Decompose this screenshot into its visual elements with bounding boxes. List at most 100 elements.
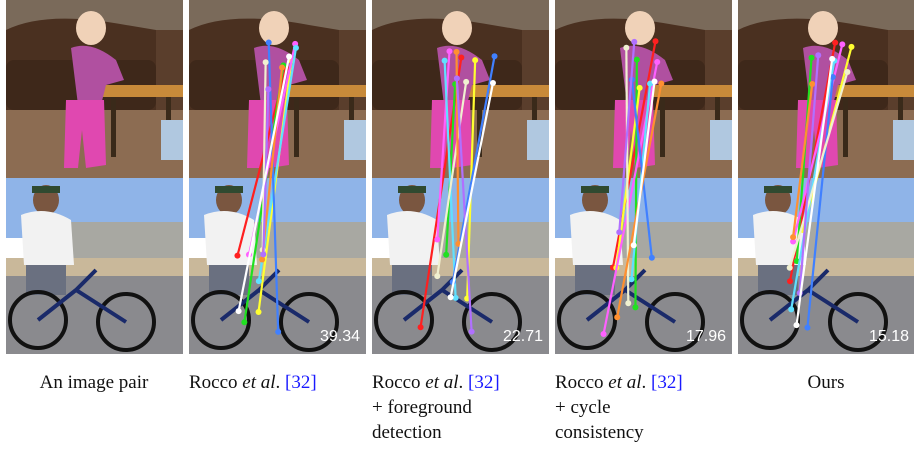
image-pair [372,0,549,354]
keypoint [651,78,658,85]
keypoint [832,39,839,46]
caption-author: Rocco [189,372,238,393]
score: 17.96 [685,328,726,345]
keypoint [808,54,815,61]
caption-line: + cycle [555,397,611,418]
caption-line: + foreground [372,397,472,418]
photo [372,0,549,354]
keypoint [275,328,282,335]
photo [6,0,183,354]
correspondence [630,79,653,258]
caption-author: Rocco [555,372,604,393]
correspondence [795,57,813,262]
caption: Rocco et al. [32] [189,370,317,395]
correspondence [436,81,468,277]
keypoint [786,264,793,271]
keypoint [633,56,640,63]
correspondence [449,82,495,298]
keypoint [631,38,638,45]
caption-line: Rocco et al. [32] [189,370,317,395]
keypoint [472,57,479,64]
keypoint [434,273,441,280]
citation: [32] [285,372,317,393]
caption-etal: et al [608,372,642,393]
keypoint [452,294,459,301]
keypoint [815,52,822,59]
keypoint [623,44,630,51]
keypoint [630,242,637,249]
keypoint [829,73,836,80]
keypoint [839,41,846,48]
caption: An image pair [40,370,149,395]
keypoint [489,80,496,87]
keypoint [809,81,816,88]
caption-etal: et al [425,372,459,393]
keypoint [636,84,643,91]
keypoint [829,55,836,62]
caption-author: Rocco [372,372,421,393]
caption: Ours [808,370,845,395]
caption-line: detection [372,422,442,443]
keypoint [453,48,460,55]
correspondence [795,58,834,326]
keypoint [790,234,797,241]
keypoint [658,80,665,87]
keypoint [632,304,639,311]
image-pair [555,0,732,354]
caption-line: Rocco et al. [32] [555,370,683,395]
keypoint [788,306,795,313]
caption-dot: . [458,372,464,393]
keypoint [235,308,242,315]
keypoint [441,57,448,64]
keypoint [453,75,460,82]
caption-line: consistency [555,422,644,443]
keypoint [614,314,621,321]
keypoint [292,44,299,51]
caption-text: Ours [807,372,845,393]
keypoint [265,39,272,46]
keypoint [625,300,632,307]
image-pair [738,0,914,354]
keypoint [262,59,269,66]
caption-etal: et al [242,372,276,393]
caption-dot: . [275,372,281,393]
keypoint [241,319,248,326]
citation: [32] [468,372,500,393]
correspondence [806,76,834,328]
photo [738,0,914,354]
citation: [32] [651,372,683,393]
keypoint [844,68,851,75]
caption-dot: . [641,372,647,393]
image-pair [6,0,183,354]
correspondence [798,55,820,294]
correspondence [436,51,451,240]
correspondence [261,67,284,260]
keypoint [790,238,797,245]
score: 39.34 [319,328,360,345]
keypoint [279,64,286,71]
correspondence [791,83,814,238]
keypoint [259,256,266,263]
score: 22.71 [502,328,543,345]
keypoint [648,254,655,261]
keypoint [804,324,811,331]
keypoint [443,251,450,258]
keypoint [265,86,272,93]
correspondence [618,41,636,233]
keypoint [654,59,661,66]
keypoint [848,43,855,50]
keypoint [647,80,654,87]
keypoint [446,48,453,55]
correspondence [443,60,457,298]
caption: Rocco et al. [32] + foreground detection [372,370,500,445]
correspondence [237,56,291,312]
caption: Rocco et al. [32] + cycle consistency [555,370,683,445]
keypoint [491,53,498,60]
keypoint [786,278,793,285]
keypoint [234,252,241,259]
keypoint [260,251,267,258]
keypoint [255,309,262,316]
keypoint [468,328,475,335]
keypoint [458,54,465,61]
